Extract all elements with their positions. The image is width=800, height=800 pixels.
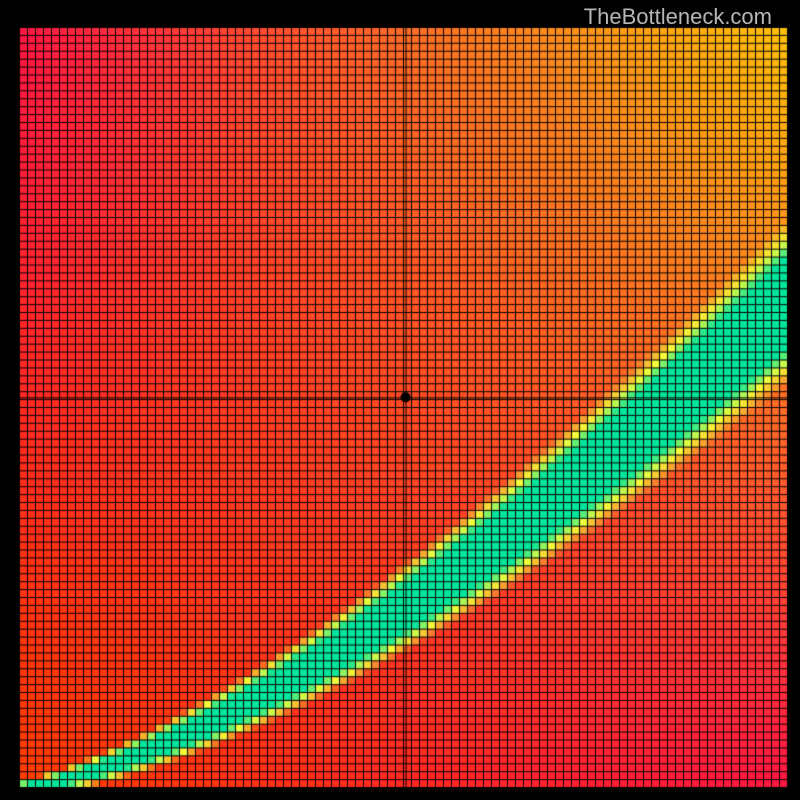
- watermark-text: TheBottleneck.com: [584, 4, 772, 30]
- heatmap-canvas: [0, 0, 800, 800]
- chart-container: { "watermark": { "text": "TheBottleneck.…: [0, 0, 800, 800]
